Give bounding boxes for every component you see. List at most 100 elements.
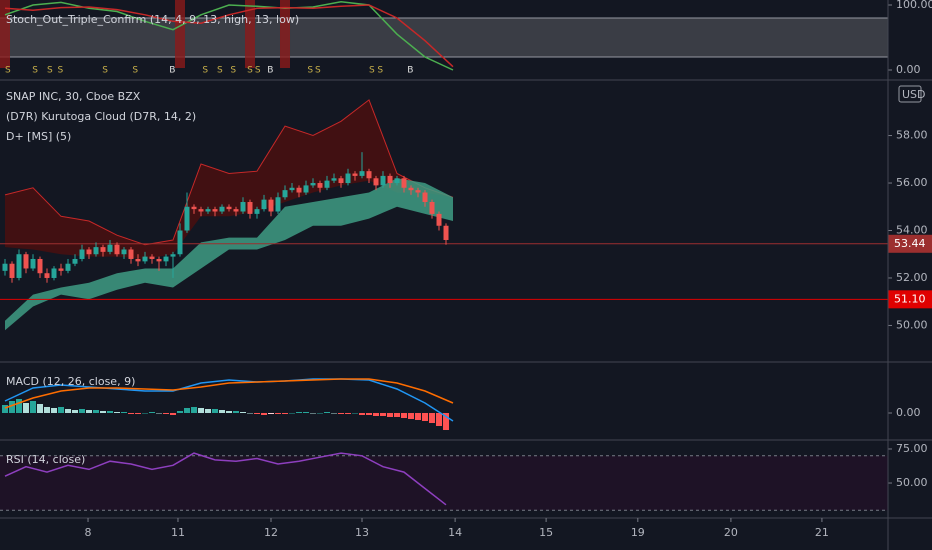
y-tick-label: 0.00: [896, 63, 921, 76]
band-fill: [0, 18, 888, 57]
histogram-bar: [163, 413, 170, 414]
histogram-bar: [338, 413, 345, 414]
histogram-bar: [142, 413, 149, 414]
signal-marker: S: [217, 66, 223, 76]
histogram-bar: [303, 412, 310, 413]
histogram-bar: [401, 413, 408, 418]
y-tick-label: 0.00: [896, 406, 921, 419]
histogram-bar: [366, 413, 373, 415]
indicator-line: [4, 4, 454, 68]
signal-marker: S: [32, 66, 38, 76]
candle-body: [149, 256, 155, 259]
candle-body: [254, 209, 260, 214]
candle-body: [331, 178, 337, 181]
histogram-bar: [79, 409, 86, 413]
candle-body: [198, 209, 204, 212]
histogram-bar: [191, 407, 198, 413]
histogram-bar: [100, 411, 107, 413]
histogram-bar: [1, 405, 8, 413]
candle-body: [65, 263, 71, 271]
y-tick-label: 58.00: [896, 129, 928, 142]
histogram-bar: [436, 413, 443, 426]
indicator-line: [4, 378, 454, 422]
signal-highlight: [280, 0, 291, 68]
signal-marker: B: [169, 66, 175, 76]
histogram-bar: [394, 413, 401, 417]
histogram-bar: [43, 407, 50, 413]
candle-body: [324, 180, 330, 188]
candle-body: [233, 209, 239, 212]
candle-body: [436, 213, 442, 226]
x-tick-label: 14: [448, 526, 462, 539]
candle-body: [380, 175, 386, 186]
panel-subtitle: (D7R) Kurutoga Cloud (D7R, 14, 2): [6, 110, 196, 123]
histogram-bar: [22, 403, 29, 413]
candle-body: [58, 268, 64, 271]
histogram-bar: [93, 410, 100, 413]
histogram-bar: [50, 408, 57, 413]
price-label: 51.10: [894, 292, 926, 305]
price-label: 53.44: [894, 237, 926, 250]
signal-marker: S: [102, 66, 108, 76]
x-tick-label: 21: [815, 526, 829, 539]
signal-marker: S: [255, 66, 261, 76]
candle-body: [114, 244, 120, 255]
x-tick-label: 19: [631, 526, 645, 539]
candle-body: [135, 258, 141, 262]
y-tick-label: 52.00: [896, 271, 928, 284]
histogram-bar: [247, 413, 254, 414]
candle-body: [303, 185, 309, 193]
signal-marker: S: [132, 66, 138, 76]
histogram-bar: [282, 413, 289, 414]
x-tick-label: 13: [355, 526, 369, 539]
histogram-bar: [29, 401, 36, 413]
cloud-green: [5, 178, 453, 331]
histogram-bar: [387, 413, 394, 417]
signal-marker: S: [5, 66, 11, 76]
histogram-bar: [261, 413, 268, 415]
currency-label: USD: [902, 88, 926, 101]
candle-body: [107, 244, 113, 252]
y-tick-label: 50.00: [896, 476, 928, 489]
x-tick-label: 11: [171, 526, 185, 539]
candle-body: [79, 249, 85, 259]
histogram-bar: [86, 410, 93, 413]
candle-body: [128, 249, 134, 259]
candle-body: [100, 247, 106, 252]
signal-highlight: [175, 0, 186, 68]
candle-body: [9, 263, 15, 278]
y-tick-label: 54.00: [896, 223, 928, 236]
candle-body: [394, 178, 400, 184]
signal-marker: S: [307, 66, 313, 76]
histogram-bar: [254, 413, 261, 414]
candle-body: [443, 225, 449, 240]
candle-body: [170, 254, 176, 257]
histogram-bar: [8, 401, 15, 413]
candle-body: [156, 258, 162, 262]
histogram-bar: [275, 413, 282, 414]
x-tick-label: 20: [724, 526, 738, 539]
candle-body: [2, 263, 8, 271]
panel-subtitle: D+ [MS] (5): [6, 130, 71, 143]
candle-body: [205, 209, 211, 212]
panel-title: MACD (12, 26, close, 9): [6, 375, 135, 388]
candle-body: [177, 230, 183, 255]
candle-body: [44, 273, 50, 278]
price-label-box: [888, 234, 932, 253]
signal-marker: S: [377, 66, 383, 76]
signal-marker: S: [47, 66, 53, 76]
signal-marker: S: [369, 66, 375, 76]
candle-body: [338, 178, 344, 184]
histogram-bar: [310, 413, 317, 414]
histogram-bar: [429, 413, 436, 423]
histogram-bar: [114, 412, 121, 413]
x-tick-label: 12: [264, 526, 278, 539]
histogram-bar: [149, 412, 156, 413]
histogram-bar: [198, 408, 205, 413]
candle-body: [226, 206, 232, 210]
histogram-bar: [71, 410, 78, 413]
histogram-bar: [324, 412, 331, 413]
candle-body: [191, 206, 197, 210]
histogram-bar: [317, 413, 324, 414]
